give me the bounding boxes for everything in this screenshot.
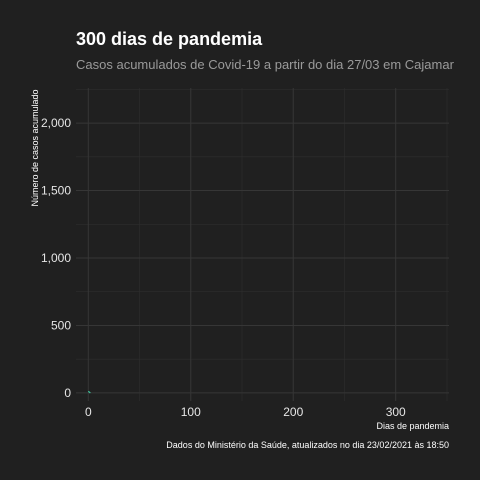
- chart-caption: Dados do Ministério da Saúde, atualizado…: [166, 440, 449, 450]
- y-tick-label: 0: [64, 386, 71, 400]
- y-tick-label: 1,500: [41, 184, 71, 198]
- y-tick-label: 1,000: [41, 251, 71, 265]
- series-line: [87, 390, 91, 394]
- y-tick-label: 2,000: [41, 116, 71, 130]
- grid: [76, 88, 449, 401]
- x-tick-label: 300: [386, 405, 406, 419]
- y-tick-label: 500: [51, 318, 71, 332]
- x-tick-label: 0: [85, 405, 92, 419]
- chart-subtitle: Casos acumulados de Covid-19 a partir do…: [76, 57, 455, 72]
- chart-title: 300 dias de pandemia: [76, 29, 263, 49]
- x-axis-ticks: 0 100 200 300: [85, 405, 406, 419]
- y-axis-label: Número de casos acumulado: [30, 89, 40, 206]
- x-tick-label: 200: [283, 405, 303, 419]
- x-tick-label: 100: [181, 405, 201, 419]
- x-axis-label: Dias de pandemia: [376, 421, 449, 431]
- y-axis-ticks: 0 500 1,000 1,500 2,000: [41, 116, 71, 400]
- data-series: [87, 390, 91, 394]
